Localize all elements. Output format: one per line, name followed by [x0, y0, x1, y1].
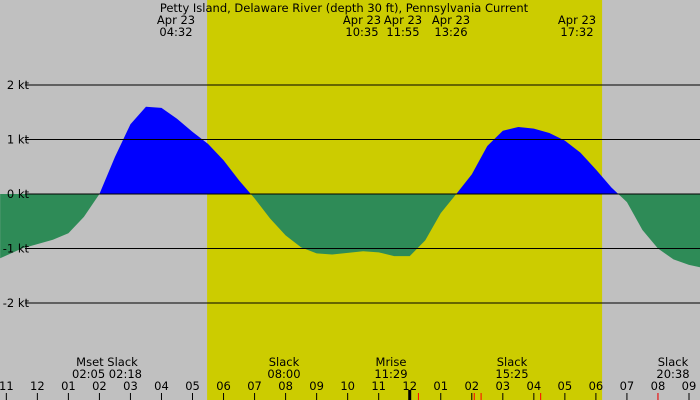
top-event-time: 10:35	[345, 25, 378, 39]
top-event-date: Apr 23	[384, 13, 422, 27]
hour-tick-label: 12	[30, 379, 45, 393]
top-event-date: Apr 23	[558, 13, 596, 27]
hour-tick-label: 02	[92, 379, 107, 393]
chart-title: Petty Island, Delaware River (depth 30 f…	[160, 1, 529, 15]
bottom-event-label: Mrise	[376, 355, 407, 369]
hour-tick-label: 08	[278, 379, 293, 393]
hour-axis: 11 12 01 02 03 04 05 06 07 08 09 10 11 12 01 02 03 04 05 06…	[0, 379, 697, 400]
y-tick-label: 1 kt	[7, 133, 30, 147]
top-event-time: 13:26	[434, 25, 467, 39]
bottom-event-time: 15:25	[495, 367, 528, 381]
y-tick-label: -1 kt	[3, 242, 30, 256]
hour-tick-label: 03	[495, 379, 510, 393]
hour-tick-label: 03	[123, 379, 138, 393]
hour-tick-label: 05	[185, 379, 200, 393]
bottom-event-label: Slack	[269, 355, 300, 369]
hour-tick-label: 08	[651, 379, 666, 393]
hour-tick-label: 06	[216, 379, 231, 393]
hour-tick-label: 11	[0, 379, 14, 393]
hour-tick-label: 11	[371, 379, 386, 393]
hour-tick-label: 10	[340, 379, 355, 393]
top-event-time: 17:32	[560, 25, 593, 39]
top-event-date: Apr 23	[432, 13, 470, 27]
current-area-layer	[0, 106, 700, 268]
bottom-event-label: Slack	[658, 355, 689, 369]
grid-layer	[25, 84, 700, 304]
hour-tick-label: 12	[402, 379, 417, 393]
ebb-area	[0, 194, 700, 268]
hour-tick-label: 07	[247, 379, 262, 393]
hour-tick-label: 04	[527, 379, 542, 393]
bottom-event-time: 20:38	[656, 367, 689, 381]
hour-tick-label: 05	[558, 379, 573, 393]
y-tick-label: 0 kt	[7, 187, 30, 201]
hour-tick-label: 07	[620, 379, 635, 393]
top-event-date: Apr 23	[157, 13, 195, 27]
flood-area	[0, 106, 700, 194]
hour-tick-label: 06	[589, 379, 604, 393]
y-axis-labels: 2 kt 1 kt 0 kt -1 kt -2 kt	[3, 78, 30, 310]
hour-tick-label: 09	[682, 379, 697, 393]
top-event-date: Apr 23	[343, 13, 381, 27]
y-tick-label: 2 kt	[7, 78, 30, 92]
top-event-time: 04:32	[159, 25, 192, 39]
hour-tick-label: 01	[61, 379, 76, 393]
bottom-event-time: 08:00	[267, 367, 300, 381]
hour-tick-label: 02	[464, 379, 479, 393]
hour-tick-label: 01	[433, 379, 448, 393]
hour-tick-label: 09	[309, 379, 324, 393]
hour-tick-label: 04	[154, 379, 169, 393]
y-tick-label: -2 kt	[3, 296, 30, 310]
bottom-event-time: 11:29	[374, 367, 407, 381]
bottom-event-label: Slack	[497, 355, 528, 369]
bottom-event-time: 02:05 02:18	[72, 367, 142, 381]
top-event-time: 11:55	[386, 25, 419, 39]
bottom-event-label: Mset Slack	[76, 355, 138, 369]
